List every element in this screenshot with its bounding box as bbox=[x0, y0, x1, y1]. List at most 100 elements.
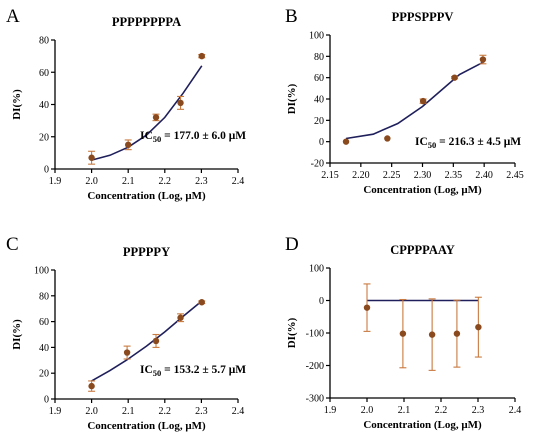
ic50-annotation: IC50 = 153.2 ± 5.7 μM bbox=[140, 364, 246, 378]
y-tick-label: 40 bbox=[39, 100, 49, 111]
data-point bbox=[451, 74, 458, 81]
data-point bbox=[198, 299, 205, 306]
x-tick-label: 2.0 bbox=[361, 405, 374, 416]
ic50-value: = 153.2 ± 5.7 μM bbox=[161, 364, 246, 376]
data-point bbox=[152, 337, 160, 345]
fit-curve bbox=[91, 65, 203, 161]
ic50-prefix: IC bbox=[140, 130, 153, 142]
x-tick-label: 2.40 bbox=[475, 170, 493, 181]
y-tick-label: 80 bbox=[314, 52, 324, 63]
x-axis-label: Concentration (Log, μM) bbox=[87, 420, 206, 432]
data-point bbox=[88, 382, 95, 390]
data-point bbox=[88, 154, 95, 161]
y-tick-label: -100 bbox=[306, 329, 324, 340]
data-point bbox=[419, 97, 427, 105]
panel-letter: B bbox=[285, 6, 298, 27]
x-tick-label: 2.15 bbox=[321, 170, 339, 181]
y-tick-label: 40 bbox=[314, 95, 324, 106]
y-tick-label: 60 bbox=[39, 68, 49, 79]
x-tick-label: 1.9 bbox=[324, 405, 337, 416]
x-tick-label: 2.25 bbox=[383, 170, 401, 181]
y-axis-label: DI(%) bbox=[11, 89, 23, 120]
ic50-subscript: 50 bbox=[153, 134, 162, 144]
x-tick-label: 2.4 bbox=[232, 176, 245, 187]
x-tick-label: 2.2 bbox=[159, 406, 172, 417]
x-tick-label: 2.20 bbox=[352, 170, 370, 181]
data-point bbox=[152, 114, 160, 121]
y-tick-label: 0 bbox=[319, 137, 324, 148]
data-point bbox=[342, 138, 350, 145]
ic50-subscript: 50 bbox=[428, 140, 437, 150]
x-tick-label: 2.30 bbox=[414, 170, 432, 181]
data-point bbox=[453, 330, 461, 337]
ic50-prefix: IC bbox=[415, 136, 428, 148]
panel-a: A PPPPPPPPA 1.9 2.0 2.1 2.2 2.3 2.4 0 20 40 60 80 Con… bbox=[6, 6, 246, 202]
data-point bbox=[384, 135, 391, 142]
y-tick-label: -20 bbox=[311, 159, 324, 170]
y-tick-label: -300 bbox=[306, 394, 324, 405]
y-tick-label: -200 bbox=[306, 361, 324, 372]
chart-title: PPPSPPPV bbox=[392, 10, 454, 24]
y-tick-label: 80 bbox=[39, 36, 49, 47]
panel-letter: D bbox=[285, 234, 299, 255]
y-tick-label: 100 bbox=[34, 266, 49, 277]
x-tick-label: 1.9 bbox=[49, 406, 62, 417]
x-tick-label: 2.0 bbox=[85, 176, 98, 187]
y-tick-label: 100 bbox=[309, 264, 324, 275]
y-axis-label: DI(%) bbox=[286, 317, 298, 348]
x-tick-label: 2.4 bbox=[232, 406, 245, 417]
x-axis-label: Concentration (Log, μM) bbox=[363, 419, 482, 431]
ic50-value: = 177.0 ± 6.0 μM bbox=[161, 130, 246, 142]
panel-b: B PPPSPPPV 2.15 2.20 2.25 2.30 2.35 2.40 2.45 -20… bbox=[285, 6, 524, 196]
data-point bbox=[198, 52, 205, 60]
y-tick-label: 20 bbox=[39, 369, 49, 380]
x-tick-label: 2.4 bbox=[509, 405, 522, 416]
data-point bbox=[125, 141, 132, 149]
data-point bbox=[177, 99, 184, 107]
panel-d: D CPPPPAAY 1.9 2.0 2.1 2.2 2.3 2.4 -300 -200 -100 0… bbox=[285, 234, 521, 431]
panel-letter: C bbox=[6, 234, 19, 255]
y-tick-label: 0 bbox=[319, 296, 324, 307]
data-point bbox=[123, 349, 131, 356]
y-tick-label: 20 bbox=[314, 116, 324, 127]
x-tick-label: 2.3 bbox=[195, 176, 208, 187]
ic50-value: = 216.3 ± 4.5 μM bbox=[436, 136, 521, 148]
chart-title: PPPPPPPPA bbox=[112, 15, 181, 29]
x-tick-label: 2.45 bbox=[506, 170, 524, 181]
y-tick-label: 60 bbox=[314, 73, 324, 84]
data-point bbox=[479, 56, 487, 63]
x-tick-label: 2.1 bbox=[398, 405, 411, 416]
ic50-annotation: IC50 = 177.0 ± 6.0 μM bbox=[140, 130, 246, 144]
data-point bbox=[428, 331, 436, 338]
fit-curve bbox=[345, 60, 485, 140]
x-tick-label: 2.0 bbox=[85, 406, 98, 417]
x-axis-label: Concentration (Log, μM) bbox=[87, 190, 206, 202]
x-tick-label: 2.3 bbox=[195, 406, 208, 417]
chart-title: PPPPPY bbox=[123, 245, 170, 259]
x-tick-label: 2.1 bbox=[122, 176, 135, 187]
data-point bbox=[475, 323, 482, 331]
ic50-annotation: IC50 = 216.3 ± 4.5 μM bbox=[415, 136, 521, 150]
y-axis-label: DI(%) bbox=[286, 83, 298, 114]
data-point bbox=[363, 304, 371, 311]
data-point bbox=[399, 330, 407, 337]
x-tick-label: 2.2 bbox=[435, 405, 448, 416]
x-tick-label: 2.2 bbox=[159, 176, 172, 187]
y-axis-label: DI(%) bbox=[11, 319, 23, 350]
ic50-subscript: 50 bbox=[153, 368, 162, 378]
y-tick-label: 0 bbox=[44, 395, 49, 406]
y-tick-label: 80 bbox=[39, 291, 49, 302]
y-tick-label: 60 bbox=[39, 317, 49, 328]
x-tick-label: 2.3 bbox=[472, 405, 485, 416]
y-tick-label: 100 bbox=[309, 31, 324, 42]
y-tick-label: 20 bbox=[39, 132, 49, 143]
panel-letter: A bbox=[6, 6, 20, 27]
ic50-prefix: IC bbox=[140, 364, 153, 376]
y-tick-label: 40 bbox=[39, 343, 49, 354]
y-tick-label: 0 bbox=[44, 165, 49, 176]
x-tick-label: 2.35 bbox=[445, 170, 463, 181]
x-tick-label: 1.9 bbox=[49, 176, 62, 187]
chart-title: CPPPPAAY bbox=[390, 243, 455, 257]
data-point bbox=[177, 314, 184, 321]
